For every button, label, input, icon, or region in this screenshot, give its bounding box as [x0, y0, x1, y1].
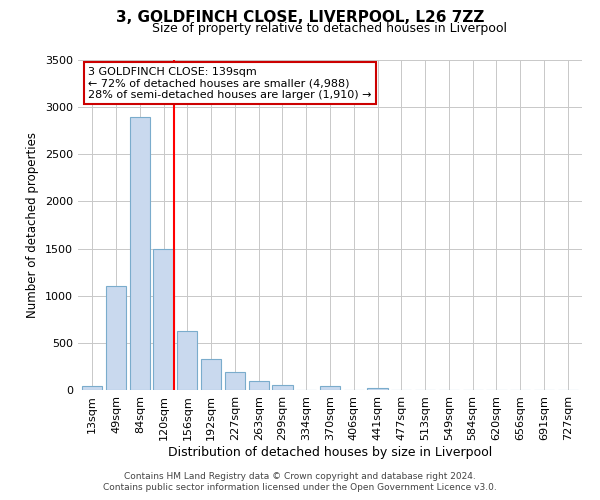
- Bar: [201, 359, 221, 390]
- Bar: [248, 380, 269, 390]
- Bar: [177, 330, 197, 390]
- Bar: [82, 386, 103, 390]
- Bar: [320, 386, 340, 390]
- X-axis label: Distribution of detached houses by size in Liverpool: Distribution of detached houses by size …: [168, 446, 492, 458]
- Bar: [367, 388, 388, 390]
- Bar: [272, 386, 293, 390]
- Bar: [154, 248, 173, 390]
- Y-axis label: Number of detached properties: Number of detached properties: [26, 132, 40, 318]
- Text: 3, GOLDFINCH CLOSE, LIVERPOOL, L26 7ZZ: 3, GOLDFINCH CLOSE, LIVERPOOL, L26 7ZZ: [116, 10, 484, 25]
- Title: Size of property relative to detached houses in Liverpool: Size of property relative to detached ho…: [152, 22, 508, 35]
- Text: 3 GOLDFINCH CLOSE: 139sqm
← 72% of detached houses are smaller (4,988)
28% of se: 3 GOLDFINCH CLOSE: 139sqm ← 72% of detac…: [88, 66, 371, 100]
- Bar: [106, 286, 126, 390]
- Text: Contains HM Land Registry data © Crown copyright and database right 2024.
Contai: Contains HM Land Registry data © Crown c…: [103, 472, 497, 492]
- Bar: [130, 116, 150, 390]
- Bar: [225, 372, 245, 390]
